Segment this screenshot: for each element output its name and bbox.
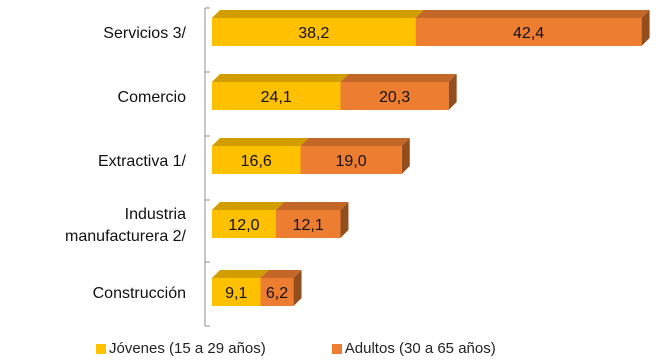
data-label: 16,6 — [241, 153, 272, 170]
bar-top-face — [260, 270, 302, 278]
legend-item-jovenes: Jóvenes (15 a 29 años) — [96, 340, 266, 357]
category-label: manufacturera 2/ — [65, 228, 187, 245]
bar-top-face — [415, 10, 650, 18]
bar-top-face — [212, 74, 349, 82]
bar-jovenes — [212, 278, 261, 306]
legend-item-adultos: Adultos (30 a 65 años) — [331, 340, 496, 357]
data-label: 20,3 — [379, 89, 410, 106]
data-label: 19,0 — [336, 153, 367, 170]
category-labels: Servicios 3/Comercio Extractiva 1/Industr… — [65, 25, 187, 302]
data-label: 12,0 — [228, 217, 259, 234]
bar-adultos — [340, 82, 449, 110]
category-axis — [204, 7, 210, 327]
legend-swatch-jovenes — [96, 343, 106, 354]
data-label: 38,2 — [298, 25, 329, 42]
data-label: 9,1 — [225, 285, 247, 302]
bars-layer: 38,2 42,4 24,1 20,3 16,6 19,0 12,0 12,1 9,1 6,2 — [212, 10, 650, 306]
bar-top-face — [212, 270, 269, 278]
data-label: 6,2 — [266, 285, 288, 302]
category-label: Industria — [125, 206, 186, 223]
data-label: 42,4 — [513, 25, 544, 42]
category-label: Comercio — [118, 89, 187, 106]
bar-side-face — [293, 270, 302, 306]
bar-top-face — [212, 138, 309, 146]
bar-top-face — [275, 202, 349, 210]
bar-adultos — [260, 278, 294, 306]
bar-side-face — [401, 138, 410, 174]
category-label: Servicios 3/ — [103, 25, 186, 42]
bar-side-face — [448, 74, 457, 110]
bar-adultos — [275, 210, 341, 238]
bar-top-face — [212, 202, 284, 210]
legend-label-adultos: Adultos (30 a 65 años) — [344, 340, 496, 357]
bar-top-face — [212, 10, 424, 18]
bar-jovenes — [212, 82, 341, 110]
bar-jovenes — [212, 18, 416, 46]
legend-swatch-adultos — [331, 343, 342, 354]
data-label: 24,1 — [261, 89, 292, 106]
legend: Jóvenes (15 a 29 años) Adultos (30 a 65 … — [96, 340, 496, 357]
category-label: Construcción — [93, 285, 186, 302]
bar-adultos — [300, 146, 402, 174]
bar-jovenes — [212, 146, 301, 174]
legend-label-jovenes: Jóvenes (15 a 29 años) — [109, 340, 266, 357]
bar-jovenes — [212, 210, 276, 238]
bar-top-face — [300, 138, 410, 146]
data-label: 12,1 — [293, 217, 324, 234]
bar-side-face — [340, 202, 349, 238]
bar-top-face — [340, 74, 457, 82]
category-label: Extractiva 1/ — [98, 153, 187, 170]
bar-side-face — [641, 10, 650, 46]
bar-adultos — [415, 18, 642, 46]
